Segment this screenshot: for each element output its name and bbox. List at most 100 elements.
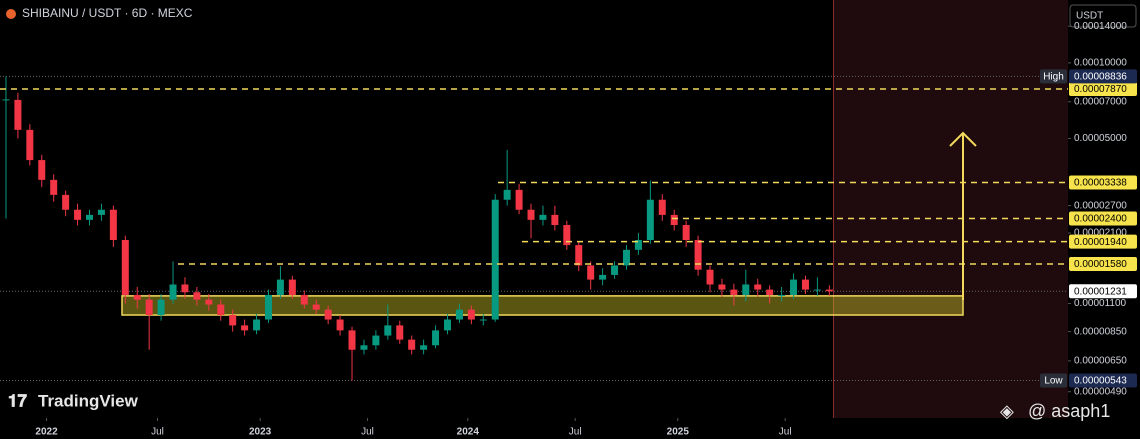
candle-body [778, 294, 786, 296]
projection-area [833, 0, 1068, 418]
watermark-icon: ◈ [1000, 401, 1014, 421]
candle-body [515, 189, 523, 210]
candle-body [706, 269, 714, 285]
candle-body [26, 129, 34, 161]
y-tick-label: 0.00002100 [1074, 228, 1127, 239]
candle-body [575, 245, 583, 266]
candle-body [253, 319, 261, 331]
candle-body [205, 299, 213, 305]
candle-body [718, 284, 726, 290]
high-name: High [1043, 72, 1064, 83]
candle-body [276, 279, 284, 295]
candle-body [742, 284, 750, 295]
high-value-box [1069, 69, 1137, 84]
candle-body [790, 279, 798, 295]
candle-body [658, 199, 666, 215]
candle-body [682, 225, 690, 240]
x-tick-label: Jul [779, 427, 792, 438]
candle-body [109, 209, 117, 240]
x-tick-label: 2022 [35, 427, 58, 438]
candle-body [360, 345, 368, 350]
candle-body [539, 214, 547, 220]
symbol-icon [6, 9, 16, 19]
candle-body [157, 299, 165, 316]
candle-body [420, 345, 428, 350]
candle-body [491, 199, 499, 320]
candle-body [50, 179, 58, 195]
support-zone [121, 295, 964, 316]
high-value: 0.00008836 [1074, 72, 1127, 83]
y-tick-label: 0.00000650 [1074, 356, 1127, 367]
candle-body [288, 279, 296, 295]
level-label-box [1069, 211, 1137, 226]
level-label-box [1069, 234, 1137, 249]
candle-body [730, 289, 738, 295]
candle-body [62, 194, 70, 210]
candle-body [527, 209, 535, 220]
y-tick-label: 0.00000850 [1074, 326, 1127, 337]
candle-body [503, 189, 511, 200]
candle-body [145, 299, 153, 316]
x-tick-label: 2025 [667, 427, 690, 438]
candle-body [384, 325, 392, 336]
candle-body [264, 294, 272, 320]
y-tick-label: 0.00002700 [1074, 200, 1127, 211]
candle-body [181, 284, 189, 293]
level-label: 0.00001940 [1074, 237, 1127, 248]
currency-box[interactable] [1069, 4, 1137, 28]
candle-body [229, 315, 237, 326]
x-tick-label: 2024 [457, 427, 480, 438]
candle-body [324, 309, 332, 320]
candle-body [432, 330, 440, 346]
logo-mark: 𝟏𝟕 [8, 391, 27, 410]
candle-body [646, 199, 654, 240]
candle-body [372, 335, 380, 346]
y-tick-label: 0.00001100 [1074, 298, 1127, 309]
candle-body [85, 214, 93, 220]
candle-body [825, 289, 833, 292]
candle-body [300, 294, 308, 305]
candle-body [455, 309, 463, 320]
level-label-box [1069, 81, 1137, 96]
x-tick-label: Jul [151, 427, 164, 438]
candle-body [97, 209, 105, 215]
candle-body [14, 99, 22, 130]
candle-body [634, 239, 642, 250]
chart-title: SHIBAINU / USDT · 6D · MEXC [22, 6, 193, 20]
candle-body [467, 309, 475, 320]
x-tick-label: Jul [569, 427, 582, 438]
watermark: @ asaph1 [1028, 401, 1110, 421]
candle-body [599, 274, 607, 280]
candle-body [312, 304, 320, 310]
plot [0, 75, 1068, 382]
candle-body [587, 265, 595, 280]
candle-body [766, 289, 774, 295]
candle-body [754, 284, 762, 290]
last-price-box [1069, 284, 1137, 299]
candle-body [38, 160, 46, 180]
candle-body [694, 239, 702, 270]
candle-body [813, 289, 821, 291]
level-label-box [1069, 257, 1137, 272]
candle-body [74, 209, 82, 220]
candle-body [622, 249, 630, 266]
level-label-box [1069, 175, 1137, 190]
candle-body [551, 214, 559, 226]
level-label: 0.00007870 [1074, 84, 1127, 95]
candle-body [133, 294, 141, 300]
candle-body [611, 265, 619, 275]
candle-body [169, 284, 177, 300]
arrow-head [949, 131, 977, 147]
candle-body [336, 319, 344, 331]
candle-body [193, 292, 201, 300]
logo: TradingView [38, 391, 139, 410]
y-tick-label: 0.00014000 [1074, 21, 1127, 32]
candle-body [241, 325, 249, 331]
candle-body [121, 239, 129, 295]
last-price: 0.00001231 [1074, 286, 1127, 297]
candle-body [396, 325, 404, 340]
low-name-box [1040, 373, 1067, 388]
low-value-box [1069, 373, 1137, 388]
x-tick-label: 2023 [249, 427, 272, 438]
